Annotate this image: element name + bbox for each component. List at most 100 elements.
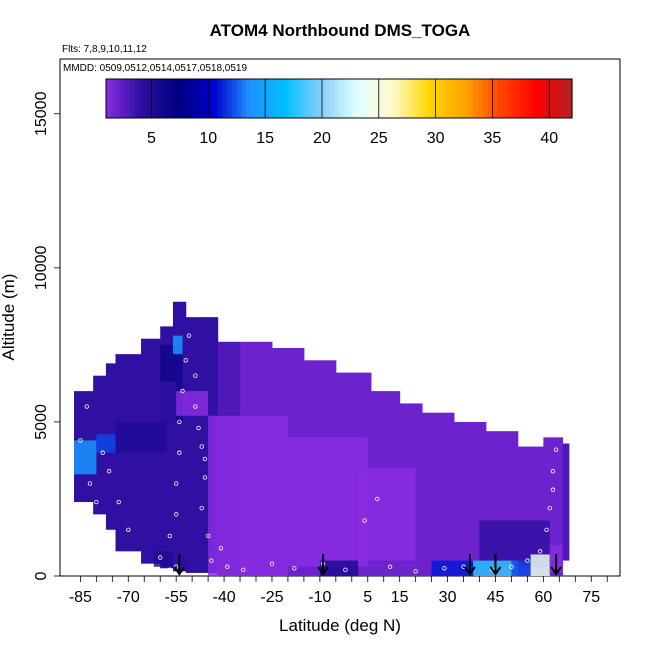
dates-note: MMDD: 0509,0512,0514,0517,0518,0519 [63, 63, 247, 74]
heatmap-cell-0 [74, 440, 97, 475]
colorbar-segment [106, 79, 112, 118]
y-tick-label: 15000 [33, 91, 50, 136]
colorbar-segment [455, 79, 461, 118]
colorbar-segment [278, 79, 284, 118]
colorbar-segment [483, 79, 489, 118]
heatmap-cell-17 [530, 554, 550, 576]
sample-point [387, 564, 393, 569]
colorbar-segment [236, 79, 242, 118]
sample-point [209, 558, 214, 563]
y-tick-label: 0 [33, 571, 50, 580]
colorbar-tick-label: 30 [427, 130, 445, 147]
sample-point [225, 564, 230, 569]
sample-point [525, 558, 530, 563]
y-axis: 0 5000 10000 15000 [33, 91, 60, 580]
colorbar-segment [147, 79, 154, 118]
sample-point [173, 512, 179, 517]
colorbar-segment [413, 79, 419, 118]
colorbar-segment [478, 79, 485, 118]
colorbar-segment [315, 79, 321, 118]
x-tick-label: -40 [213, 589, 236, 606]
sample-point [218, 546, 224, 551]
colorbar-segment [404, 79, 410, 118]
colorbar-segment [269, 79, 275, 118]
sample-point [116, 499, 121, 505]
colorbar-segment [567, 79, 573, 118]
colorbar-tick-label: 40 [540, 130, 558, 147]
flight-arrow-head [317, 566, 329, 576]
x-axis: -85 -70 -55 -40 -25 -10 5 15 30 45 60 75 [69, 576, 608, 606]
colorbar-segment [264, 79, 270, 118]
colorbar-segment [297, 79, 303, 118]
colorbar-segment [208, 79, 214, 118]
colorbar-tick-label: 5 [147, 130, 156, 147]
flights-note: Flts: 7,8,9,10,11,12 [62, 44, 147, 55]
heatmap-cell-2 [115, 421, 167, 453]
colorbar-frame [105, 78, 573, 119]
sample-point [158, 555, 163, 560]
sample-point [177, 419, 182, 425]
colorbar-segment [348, 79, 354, 118]
sample-point [186, 333, 192, 338]
x-axis-label: Latitude (deg N) [279, 616, 401, 635]
sample-point [547, 506, 552, 511]
colorbar-segment [143, 79, 149, 118]
sample-point [106, 469, 112, 474]
flight-arrow-head [550, 566, 562, 576]
colorbar-segment [548, 79, 554, 118]
colorbar-segment [525, 79, 531, 118]
heatmap-cell-16 [511, 560, 531, 576]
heatmap-cells [74, 301, 570, 576]
colorbar-segment [511, 79, 517, 118]
colorbar-segment [185, 79, 191, 118]
x-tick-label: 30 [439, 589, 457, 606]
y-tick-label: 10000 [33, 246, 50, 291]
heatmap-column-7 [185, 317, 203, 573]
heatmap-cell-9 [287, 437, 368, 567]
colorbar-segment [227, 79, 233, 118]
colorbar-segment [301, 79, 307, 118]
chart-title: ATOM4 Northbound DMS_TOGA [210, 21, 471, 40]
colorbar-segment [553, 79, 559, 118]
x-tick-label: -25 [260, 589, 283, 606]
colorbar-segment [474, 79, 480, 118]
sample-point [413, 569, 418, 574]
colorbar-segment [408, 79, 415, 118]
sample-point [544, 527, 549, 532]
colorbar-segment [436, 79, 443, 118]
colorbar-segment [492, 79, 499, 118]
sample-point [199, 444, 204, 449]
heatmap-cell-6 [153, 551, 173, 567]
colorbar-segment [334, 79, 340, 118]
sample-point [362, 518, 367, 523]
heatmap-cell-7 [176, 391, 209, 416]
sample-point [241, 567, 246, 573]
sample-point [100, 450, 105, 455]
colorbar-segment [530, 79, 536, 118]
colorbar-segment [250, 79, 256, 118]
x-tick-label: -85 [69, 589, 92, 606]
sample-point [87, 481, 93, 486]
colorbar-segment [329, 79, 335, 118]
colorbar-segment [506, 79, 513, 118]
colorbar-segment [129, 79, 135, 118]
colorbar: 5 10 15 20 25 30 35 40 [105, 78, 573, 147]
colorbar-segment [469, 79, 475, 118]
colorbar-segment [273, 79, 280, 118]
sample-point [78, 438, 83, 443]
sample-point [202, 456, 208, 462]
colorbar-segment [194, 79, 200, 118]
x-tick-label: 45 [487, 589, 505, 606]
x-tick-label: 15 [391, 589, 409, 606]
sample-point [202, 475, 208, 480]
sample-points [78, 333, 559, 574]
x-tick-label: -10 [308, 589, 331, 606]
colorbar-segment [352, 79, 359, 118]
x-tick-label: 5 [363, 589, 372, 606]
colorbar-segment [539, 79, 545, 118]
sample-point [193, 404, 198, 409]
colorbar-tick-label: 20 [313, 130, 331, 147]
colorbar-segment [366, 79, 373, 118]
